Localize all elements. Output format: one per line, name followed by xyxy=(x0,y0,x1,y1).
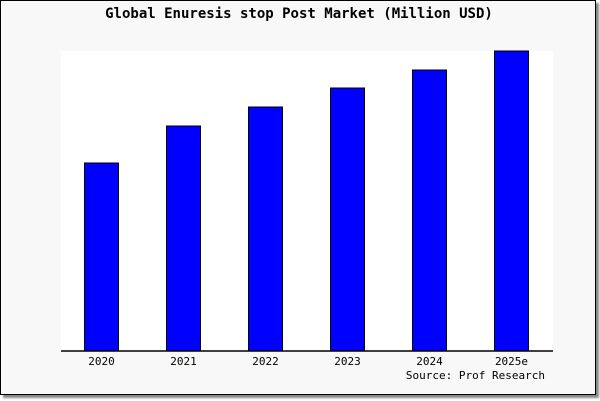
bar-2021 xyxy=(166,125,201,352)
x-tick-label: 2022 xyxy=(252,355,279,368)
bar-2020 xyxy=(84,162,119,352)
bar-2024 xyxy=(412,69,447,352)
chart-title: Global Enuresis stop Post Market (Millio… xyxy=(105,6,493,22)
x-tick-label: 2020 xyxy=(88,355,115,368)
x-tick-label: 2025e xyxy=(495,355,528,368)
bar-2022 xyxy=(248,106,283,352)
x-tick-label: 2024 xyxy=(416,355,443,368)
x-tick-label: 2023 xyxy=(334,355,361,368)
source-note: Source: Prof Research xyxy=(405,369,545,382)
chart-frame: Global Enuresis stop Post Market (Millio… xyxy=(0,0,596,395)
plot-area xyxy=(61,51,553,351)
x-tick-label: 2021 xyxy=(170,355,197,368)
bar-2023 xyxy=(330,87,365,352)
bar-2025e xyxy=(494,50,529,352)
